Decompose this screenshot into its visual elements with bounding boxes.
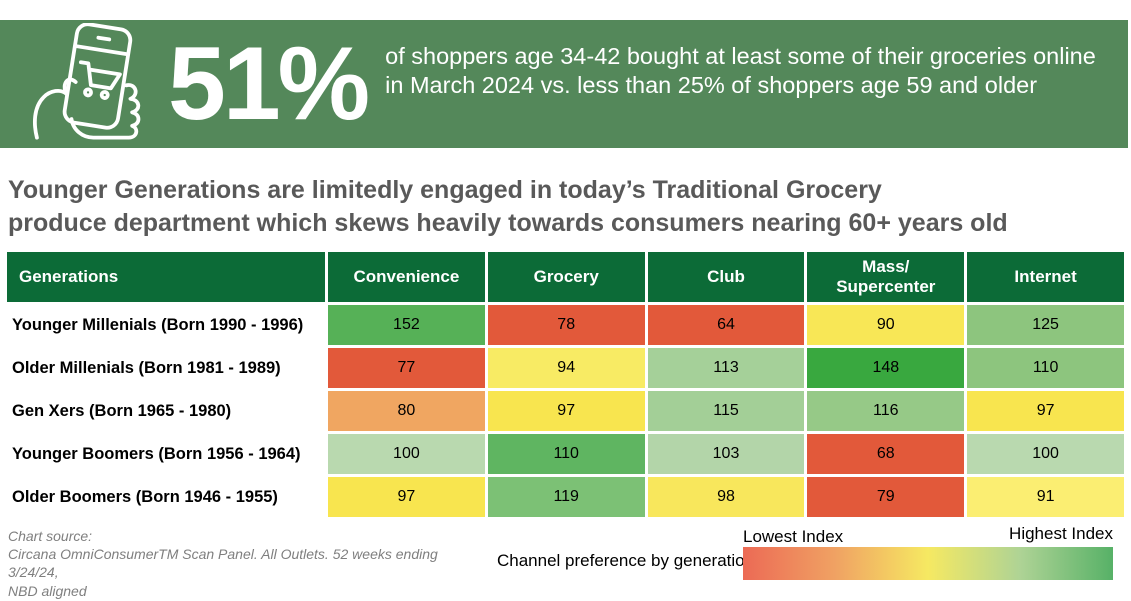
heatmap-value-cell: 64 xyxy=(647,305,805,345)
stat-banner: 51% of shoppers age 34-42 bought at leas… xyxy=(0,20,1128,148)
heatmap-value-cell: 110 xyxy=(967,348,1124,388)
row-label: Gen Xers (Born 1965 - 1980) xyxy=(7,391,325,431)
row-label: Older Boomers (Born 1946 - 1955) xyxy=(7,477,325,517)
column-header-2: Club xyxy=(647,252,805,302)
heatmap-value-cell: 79 xyxy=(807,477,965,517)
heatmap-value-cell: 100 xyxy=(967,434,1124,474)
headline-stat-description: of shoppers age 34-42 bought at least so… xyxy=(385,43,1096,98)
column-header-generations: Generations xyxy=(7,252,325,302)
heatmap-value-cell: 152 xyxy=(328,305,485,345)
heatmap-value-cell: 77 xyxy=(328,348,485,388)
heatmap-value-cell: 94 xyxy=(487,348,645,388)
heatmap-value-cell: 119 xyxy=(487,477,645,517)
legend-highest-label: Highest Index xyxy=(1009,524,1113,543)
row-label: Younger Millenials (Born 1990 - 1996) xyxy=(7,305,325,345)
legend-gradient-bar xyxy=(743,547,1113,580)
heatmap-value-cell: 98 xyxy=(647,477,805,517)
heatmap-table: Generations Convenience Grocery Club Mass/ S… xyxy=(7,252,1124,517)
legend-lowest-label: Lowest Index xyxy=(743,527,844,546)
chart-title: Younger Generations are limitedly engage… xyxy=(8,176,1008,237)
column-header-4: Internet xyxy=(967,252,1124,302)
column-header-1: Grocery xyxy=(487,252,645,302)
heatmap-value-cell: 91 xyxy=(967,477,1124,517)
heatmap-value-cell: 97 xyxy=(487,391,645,431)
row-label: Younger Boomers (Born 1956 - 1964) xyxy=(7,434,325,474)
heatmap-value-cell: 97 xyxy=(328,477,485,517)
heatmap-value-cell: 110 xyxy=(487,434,645,474)
column-header-3: Mass/ Supercenter xyxy=(807,252,965,302)
heatmap-value-cell: 116 xyxy=(807,391,965,431)
heatmap-value-cell: 113 xyxy=(647,348,805,388)
legend-caption: Channel preference by generation > xyxy=(497,551,769,570)
chart-source-note: Chart source: Circana OmniConsumerTM Sca… xyxy=(8,528,438,599)
column-header-0: Convenience xyxy=(328,252,485,302)
phone-shopping-cart-hand-icon xyxy=(26,21,154,146)
heatmap-value-cell: 100 xyxy=(328,434,485,474)
heatmap-value-cell: 103 xyxy=(647,434,805,474)
heatmap-value-cell: 68 xyxy=(807,434,965,474)
heatmap-value-cell: 115 xyxy=(647,391,805,431)
headline-stat: 51% xyxy=(168,26,370,142)
heatmap-value-cell: 148 xyxy=(807,348,965,388)
heatmap-value-cell: 78 xyxy=(487,305,645,345)
heatmap-value-cell: 97 xyxy=(967,391,1124,431)
heatmap-value-cell: 125 xyxy=(967,305,1124,345)
heatmap-value-cell: 90 xyxy=(807,305,965,345)
heatmap-value-cell: 80 xyxy=(328,391,485,431)
row-label: Older Millenials (Born 1981 - 1989) xyxy=(7,348,325,388)
